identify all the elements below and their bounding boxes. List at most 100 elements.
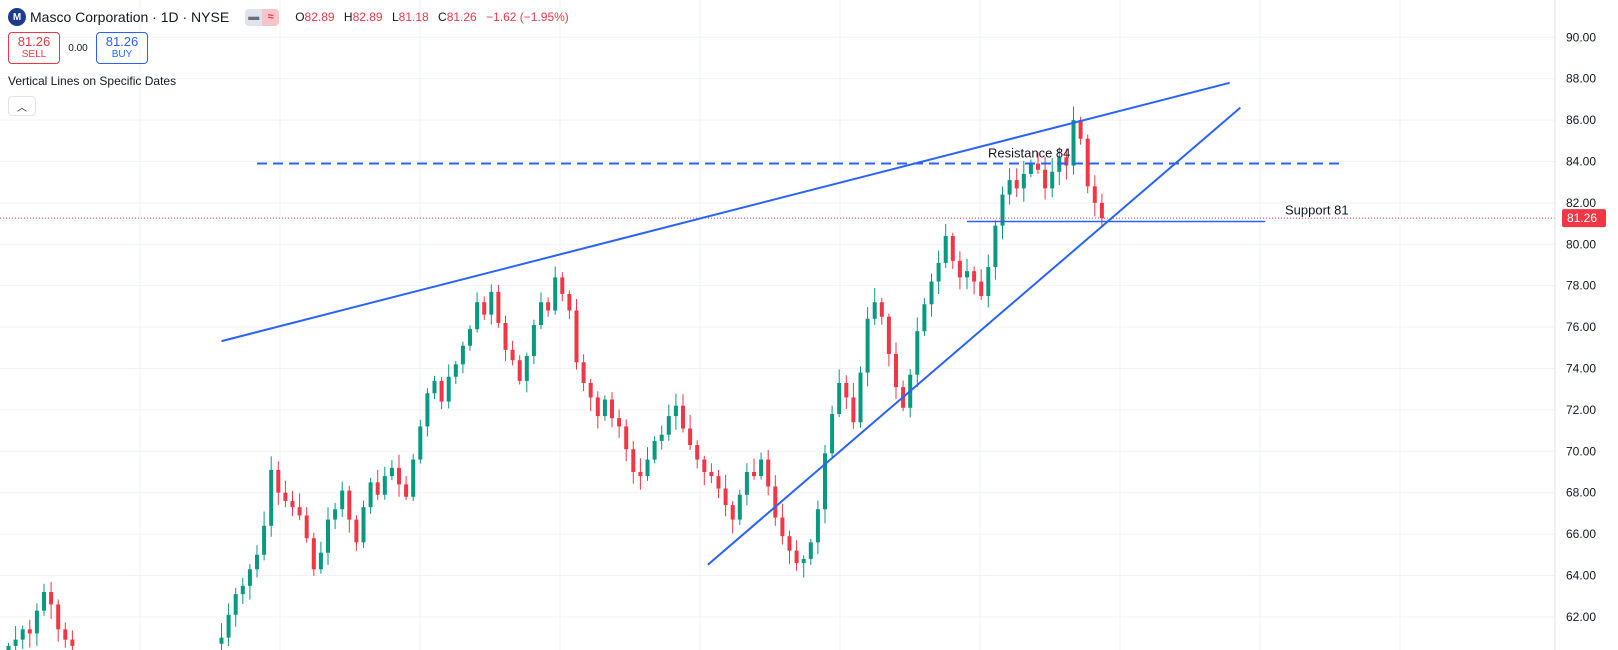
candle [1036,152,1040,174]
candle [318,541,323,574]
candle-body [283,492,288,501]
current-price-badge [1562,209,1606,228]
candle-body [475,302,480,330]
candle-body [361,507,366,543]
candle [468,325,472,351]
candle-body [262,525,267,555]
candle-body [318,552,323,570]
price-axis: 62.00 64.00 66.00 68.00 70.00 72.00 74.00 76.00… [1554,0,1606,650]
candle-body [645,459,650,477]
candle [1092,175,1097,217]
candle-body [815,509,820,543]
candle [460,341,465,374]
high-value: 82.89 [352,10,383,24]
candle-body [574,310,579,363]
candle [808,538,813,566]
candle-body [794,550,799,564]
candle-body [269,469,274,526]
candle [723,474,728,517]
collapse-button[interactable]: ︿ [8,96,36,116]
candle-body [240,585,245,595]
candle-body [219,637,224,644]
y-tick-label: 84.00 [1566,154,1596,168]
candle-body [801,558,806,564]
candle-body [993,225,998,268]
candle [986,254,991,308]
y-tick-label: 66.00 [1566,527,1596,541]
candle [361,500,366,549]
candle [773,475,778,526]
indicator-label[interactable]: Vertical Lines on Specific Dates [8,74,177,88]
candle-body [1071,120,1076,166]
candle-body [1050,171,1055,189]
wave-icon[interactable]: ≈ [262,8,280,26]
candle [482,296,487,320]
candle-body [780,517,785,537]
candle [1085,134,1090,194]
minus-icon[interactable]: ▬ [245,8,263,26]
candle [1057,147,1062,186]
candle-body [446,376,451,402]
candle-body [965,271,969,278]
candle-body [957,260,962,278]
candle [993,220,998,280]
symbol-title[interactable]: Masco Corporation · 1D · NYSE [30,9,230,25]
candle [446,364,451,409]
candle-body [581,362,586,383]
y-tick-label: 74.00 [1566,361,1596,375]
candle [780,503,785,545]
candle-body [354,519,359,543]
candle [496,285,501,328]
candle-body [652,440,657,460]
candle [389,460,394,481]
buy-button[interactable]: 81.26 BUY [96,32,148,64]
candle-body [1064,157,1069,166]
ohlc-readout: O82.89 H82.89 L81.18 C81.26 −1.62 (−1.95… [295,10,569,24]
buy-price: 81.26 [105,34,139,49]
candle-body [233,594,238,615]
candle [539,292,543,330]
y-tick-label: 88.00 [1566,72,1596,86]
candle [858,366,863,428]
candle [979,269,984,301]
candle [801,555,806,578]
status-chip[interactable]: ▬ ≈ [245,8,280,26]
candle [879,297,884,325]
drawings: Resistance 84 Support 81 [221,81,1349,566]
candle-body [247,569,252,586]
candle [304,507,309,543]
candle [730,501,735,534]
y-tick-label: 72.00 [1566,403,1596,417]
candle [823,445,827,524]
candle-body [375,482,380,495]
candle [56,599,61,642]
candle-body [326,519,330,553]
candle-body [979,281,984,297]
y-tick-label: 70.00 [1566,444,1596,458]
candle [815,500,820,555]
candle [837,369,842,418]
y-tick-label: 78.00 [1566,279,1596,293]
candle [34,603,39,646]
candle-body [673,405,678,417]
candle-body [638,471,643,477]
candle-body [851,397,856,423]
candle [688,414,693,451]
support-label: Support 81 [1285,202,1349,217]
candle [489,284,494,325]
candle-body [744,471,749,495]
candle-body [894,353,898,388]
sell-button[interactable]: 81.26 SELL [8,32,60,64]
candle-body [716,476,721,489]
candle-body [1099,202,1104,219]
y-tick-label: 80.00 [1566,237,1596,251]
candle [830,405,835,458]
candle [716,470,721,499]
candle [311,532,316,576]
candle-body [382,476,387,495]
candle-body [737,494,742,520]
y-tick-label: 76.00 [1566,320,1596,334]
candle [844,375,849,409]
candle-body [972,271,977,282]
